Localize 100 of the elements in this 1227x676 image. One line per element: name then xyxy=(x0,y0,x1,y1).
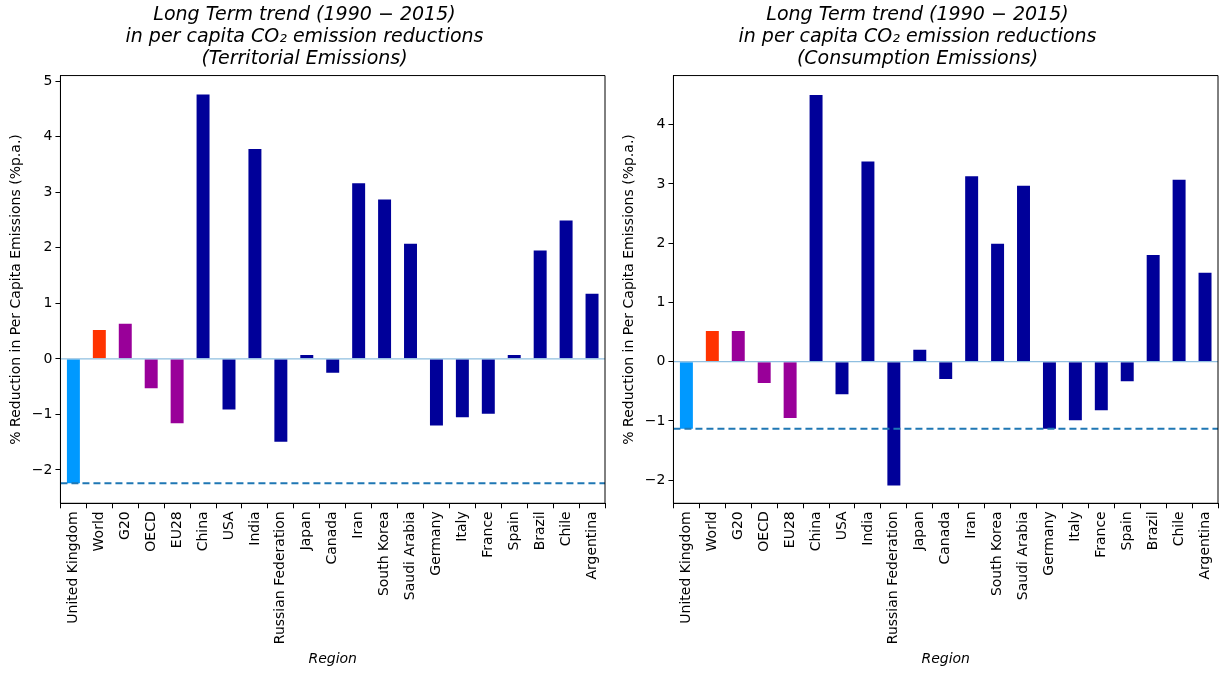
x-tick-label: EU28 xyxy=(167,511,184,549)
bar xyxy=(118,323,132,359)
x-tick-label: Chile xyxy=(556,511,573,547)
x-tick-label: Japan xyxy=(297,511,314,552)
bar xyxy=(92,329,106,359)
bar xyxy=(144,359,158,389)
bar xyxy=(533,250,547,359)
x-tick-label: France xyxy=(478,511,495,558)
bar xyxy=(757,362,771,384)
bar xyxy=(585,293,599,359)
bar xyxy=(991,243,1005,362)
bar xyxy=(378,199,392,359)
bar xyxy=(404,243,417,359)
bar xyxy=(679,362,693,429)
x-tick-label: OECD xyxy=(141,511,158,552)
bar xyxy=(66,359,80,484)
y-tick-label: 4 xyxy=(43,127,53,144)
bar xyxy=(1017,185,1030,362)
bar xyxy=(248,148,262,359)
y-tick-label: 3 xyxy=(656,174,666,191)
bar xyxy=(222,359,236,410)
x-tick-label: Russian Federation xyxy=(884,511,901,645)
x-tick-label: Iran xyxy=(349,511,366,539)
x-tick-label: Italy xyxy=(453,511,470,542)
x-tick-label: USA xyxy=(832,510,849,541)
x-tick-label: G20 xyxy=(115,511,132,540)
bar xyxy=(352,183,366,359)
x-tick-label: China xyxy=(806,511,823,552)
bar xyxy=(196,94,210,359)
y-tick-label: 2 xyxy=(43,238,53,255)
x-tick-label: Brazil xyxy=(1143,511,1160,551)
bar xyxy=(1094,362,1108,411)
x-tick-label: Saudi Arabia xyxy=(1014,511,1031,601)
y-tick-label: 0 xyxy=(43,349,53,366)
bar xyxy=(429,359,443,426)
x-tick-label: Argentina xyxy=(582,511,599,580)
bar xyxy=(455,359,469,418)
x-tick-label: Canada xyxy=(323,511,340,565)
x-tick-label: France xyxy=(1091,511,1108,558)
y-axis-title: % Reduction in Per Capita Emissions (%p.a.) xyxy=(620,134,637,445)
x-tick-label: Saudi Arabia xyxy=(401,511,418,601)
y-tick-label: 2 xyxy=(656,233,666,250)
y-tick-label: 3 xyxy=(43,182,53,199)
x-axis-title: Region xyxy=(308,650,357,667)
x-tick-label: China xyxy=(193,511,210,552)
chart-title: Long Term trend (1990 − 2015) in per capita CO₂ emission reductions (Territorial Emissions) xyxy=(125,1,484,68)
y-tick-label: 1 xyxy=(656,293,666,310)
y-tick-label: −1 xyxy=(644,411,666,428)
bar xyxy=(481,359,495,414)
y-tick-label: −2 xyxy=(31,460,53,477)
x-tick-label: Canada xyxy=(936,511,953,565)
y-tick-label: 1 xyxy=(43,293,53,310)
y-tick-label: 4 xyxy=(656,115,666,132)
x-tick-label: USA xyxy=(219,510,236,541)
bar xyxy=(1068,362,1082,421)
bar xyxy=(965,176,979,362)
bar xyxy=(170,359,184,424)
x-tick-label: G20 xyxy=(728,511,745,540)
y-tick-label: 5 xyxy=(43,71,53,88)
bar xyxy=(326,359,340,373)
x-tick-label: United Kingdom xyxy=(677,511,694,624)
y-tick-label: −1 xyxy=(31,405,53,422)
x-tick-label: World xyxy=(702,511,719,552)
x-tick-label: South Korea xyxy=(988,511,1005,597)
bar xyxy=(731,330,745,362)
x-tick-label: EU28 xyxy=(780,511,797,549)
x-tick-label: Spain xyxy=(1117,511,1134,551)
x-tick-label: Germany xyxy=(427,511,444,576)
y-axis-title: % Reduction in Per Capita Emissions (%p.a.) xyxy=(7,134,24,445)
x-tick-label: Argentina xyxy=(1195,511,1212,580)
bar xyxy=(887,362,901,486)
x-tick-label: India xyxy=(858,511,875,546)
x-tick-label: Brazil xyxy=(530,511,547,551)
bar xyxy=(835,362,849,395)
bar xyxy=(559,220,573,359)
bar xyxy=(1146,255,1160,362)
bar xyxy=(274,359,288,442)
x-tick-label: World xyxy=(89,511,106,552)
x-tick-label: South Korea xyxy=(375,511,392,597)
x-tick-label: Germany xyxy=(1040,511,1057,576)
bar xyxy=(939,362,953,379)
bar xyxy=(1198,272,1212,362)
x-tick-label: United Kingdom xyxy=(64,511,81,624)
bar xyxy=(1042,362,1056,429)
x-axis-title: Region xyxy=(921,650,970,667)
bar xyxy=(861,161,875,362)
x-tick-label: Italy xyxy=(1066,511,1083,542)
bar xyxy=(705,330,719,362)
bar xyxy=(809,95,823,362)
y-tick-label: 0 xyxy=(656,352,666,369)
bar xyxy=(1120,362,1134,382)
x-tick-label: Spain xyxy=(504,511,521,551)
chart-title: Long Term trend (1990 − 2015) in per capita CO₂ emission reductions (Consumption Emissions) xyxy=(738,1,1097,68)
x-tick-label: India xyxy=(245,511,262,546)
x-tick-label: Russian Federation xyxy=(271,511,288,645)
x-tick-label: Japan xyxy=(910,511,927,552)
bar xyxy=(783,362,797,418)
x-tick-label: OECD xyxy=(754,511,771,552)
bar xyxy=(913,349,927,362)
x-tick-label: Iran xyxy=(962,511,979,539)
